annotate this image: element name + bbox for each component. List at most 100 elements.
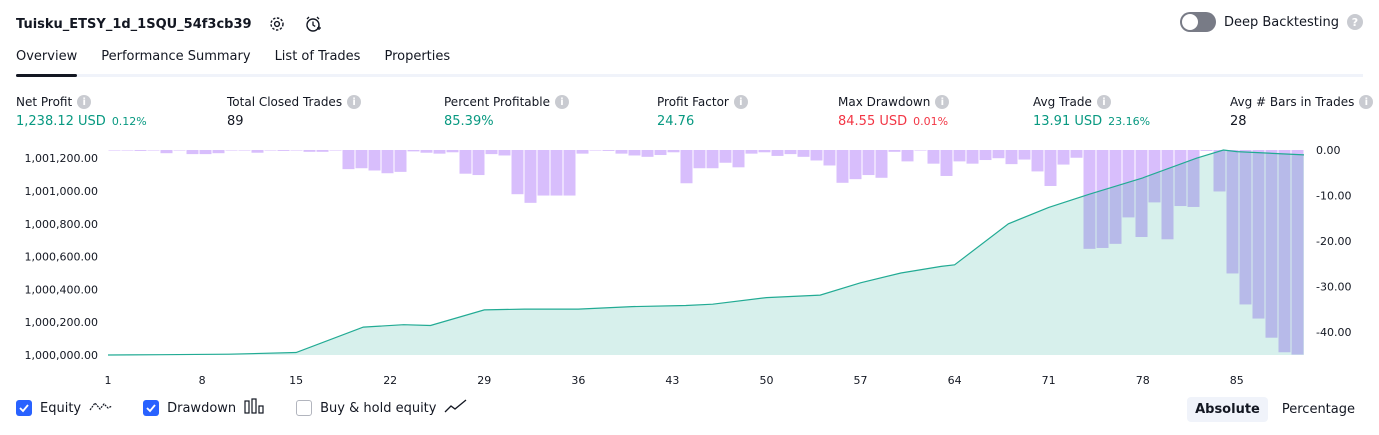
x-tick-label: 15 <box>289 374 303 387</box>
metric-label: Net Profit <box>16 95 73 109</box>
gear-icon[interactable] <box>266 13 288 35</box>
strategy-header: Tuisku_ETSY_1d_1SQU_54f3cb39 <box>16 8 324 40</box>
drawdown-bar <box>953 150 966 162</box>
drawdown-checkbox[interactable] <box>143 400 160 416</box>
drawdown-bar <box>485 150 498 155</box>
drawdown-bar <box>1122 150 1135 218</box>
drawdown-bar <box>186 150 199 155</box>
drawdown-bar <box>888 150 901 152</box>
y-right-tick-label: -40.00 <box>1316 326 1351 339</box>
y-right-tick-label: -30.00 <box>1316 281 1351 294</box>
drawdown-bar <box>1174 150 1187 207</box>
metric-percent-profitable: Percent Profitable i 85.39% <box>444 93 569 131</box>
drawdown-bar <box>1200 150 1213 151</box>
drawdown-bar <box>901 150 914 162</box>
drawdown-bar <box>823 150 836 166</box>
info-icon[interactable]: i <box>1096 95 1111 109</box>
tab-overview[interactable]: Overview <box>16 44 78 77</box>
drawdown-bar <box>394 150 407 172</box>
y-left-tick-label: 1,001,000.00 <box>25 185 98 198</box>
net-profit-value: 1,238.12 USD <box>16 114 106 129</box>
equity-drawdown-chart[interactable]: 1,000,000.00 1,000,200.00 1,000,400.00 1,00… <box>0 140 1379 390</box>
alarm-clock-icon[interactable] <box>302 13 324 35</box>
deep-backtesting: Deep Backtesting ? <box>1179 12 1363 32</box>
equity-checkbox[interactable] <box>16 400 32 416</box>
metric-net-profit: Net Profit i 1,238.12 USD 0.12% <box>16 93 147 131</box>
tab-properties[interactable]: Properties <box>384 49 451 64</box>
info-icon[interactable]: i <box>733 95 748 109</box>
total-closed-trades-value: 89 <box>227 114 244 129</box>
metric-avg-trade: Avg Trade i 13.91 USD 23.16% <box>1033 93 1150 131</box>
drawdown-bar <box>875 150 888 178</box>
drawdown-bar <box>771 150 784 156</box>
x-tick-label: 1 <box>105 374 112 387</box>
y-right-tick-label: 0.00 <box>1316 144 1341 157</box>
drawdown-bar <box>602 150 615 151</box>
drawdown-bar <box>654 150 667 156</box>
legend-equity[interactable]: Equity <box>16 399 113 417</box>
drawdown-bar <box>615 150 628 154</box>
drawdown-bar <box>641 150 654 157</box>
drawdown-bar <box>693 150 706 169</box>
info-icon[interactable]: i <box>77 95 92 109</box>
drawdown-bar <box>173 150 186 151</box>
drawdown-bar <box>446 150 459 153</box>
drawdown-bar <box>433 150 446 154</box>
drawdown-bar <box>1109 150 1122 244</box>
x-tick-label: 29 <box>477 374 491 387</box>
equity-area <box>108 150 1304 355</box>
drawdown-bar <box>732 150 745 168</box>
drawdown-bar <box>160 150 173 154</box>
max-drawdown-pct: 0.01% <box>913 115 949 128</box>
info-icon[interactable]: i <box>347 95 362 109</box>
percentage-button[interactable]: Percentage <box>1281 402 1355 417</box>
drawdown-bar <box>563 150 576 196</box>
info-icon[interactable]: i <box>554 95 569 109</box>
drawdown-bar <box>121 150 134 151</box>
drawdown-bar <box>706 150 719 169</box>
drawdown-bar <box>459 150 472 174</box>
drawdown-bar <box>316 150 329 152</box>
tab-list-of-trades[interactable]: List of Trades <box>274 49 361 64</box>
drawdown-bar <box>667 150 680 153</box>
x-tick-label: 22 <box>383 374 397 387</box>
drawdown-bar <box>1070 150 1083 158</box>
drawdown-bar <box>836 150 849 183</box>
absolute-button[interactable]: Absolute <box>1187 397 1268 422</box>
drawdown-bar <box>1187 150 1200 207</box>
drawdown-bar <box>355 150 368 169</box>
metric-total-closed-trades: Total Closed Trades i 89 <box>227 93 362 131</box>
tab-performance-summary[interactable]: Performance Summary <box>101 49 251 64</box>
drawdown-bar <box>1226 150 1239 274</box>
legend-drawdown[interactable]: Drawdown <box>143 398 266 418</box>
drawdown-bar <box>862 150 875 176</box>
drawdown-bar <box>1018 150 1031 160</box>
legend-drawdown-label: Drawdown <box>167 400 237 416</box>
metric-label: Max Drawdown <box>838 95 931 109</box>
drawdown-bar <box>1291 150 1304 355</box>
drawdown-bar <box>511 150 524 195</box>
profit-factor-value: 24.76 <box>657 114 695 129</box>
info-icon[interactable]: i <box>1359 95 1374 109</box>
drawdown-bar <box>134 150 147 151</box>
metric-avg-bars: Avg # Bars in Trades i 28 <box>1230 93 1374 131</box>
drawdown-bar <box>1096 150 1109 248</box>
drawdown-bar <box>277 150 290 151</box>
x-tick-label: 50 <box>759 374 773 387</box>
drawdown-bar <box>1252 150 1265 319</box>
drawdown-bar <box>849 150 862 180</box>
y-right-tick-label: -10.00 <box>1316 190 1351 203</box>
buy-hold-checkbox[interactable] <box>296 400 313 416</box>
x-tick-label: 43 <box>665 374 679 387</box>
drawdown-bar <box>1057 150 1070 165</box>
drawdown-bar <box>1005 150 1018 165</box>
help-icon[interactable]: ? <box>1347 14 1363 30</box>
drawdown-bar <box>264 150 277 151</box>
value-mode-switch: Absolute Percentage <box>1187 397 1363 422</box>
legend-buy-hold[interactable]: Buy & hold equity <box>296 399 468 417</box>
drawdown-bar <box>212 150 225 154</box>
drawdown-bar <box>1135 150 1148 238</box>
deep-backtesting-toggle[interactable] <box>1179 12 1216 32</box>
info-icon[interactable]: i <box>935 95 950 109</box>
x-tick-label: 71 <box>1042 374 1056 387</box>
